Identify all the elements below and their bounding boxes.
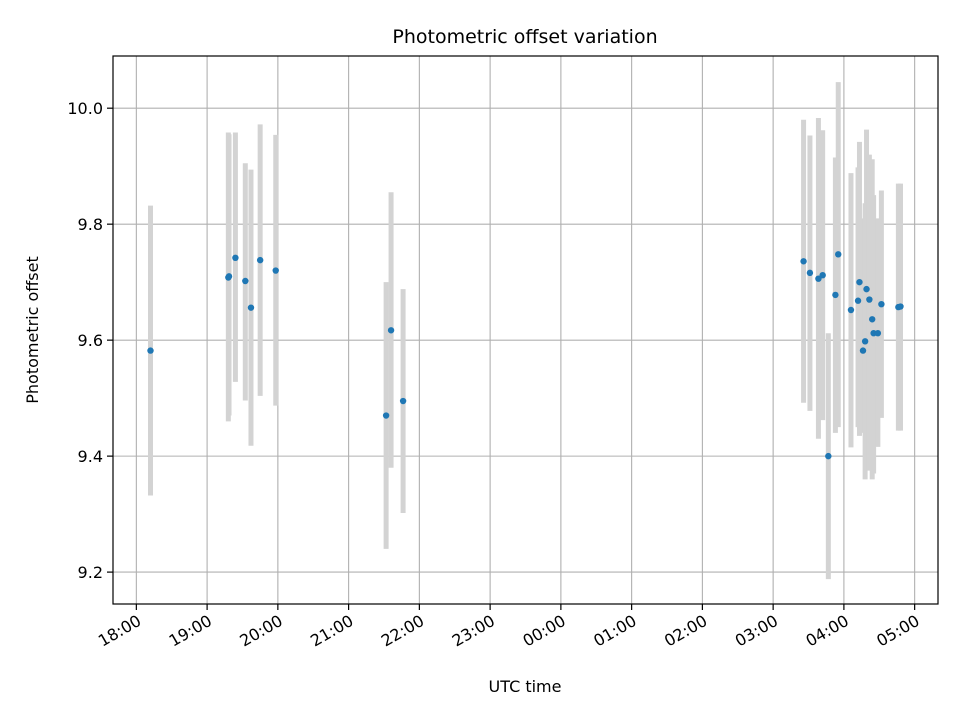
- y-axis-ticks: 9.2 9.4 9.6 9.8 10.0: [67, 99, 113, 582]
- data-point-8: [382, 412, 390, 419]
- data-point-23: [863, 285, 870, 293]
- y-tick-label-3: 9.8: [78, 215, 103, 234]
- data-point-20: [856, 278, 863, 286]
- data-point-15: [825, 452, 832, 460]
- data-point-27: [874, 329, 882, 337]
- data-point-21: [859, 347, 867, 354]
- data-point-30: [897, 303, 904, 310]
- data-point-11: [800, 258, 807, 265]
- y-axis-label: Photometric offset: [23, 256, 42, 404]
- data-point-17: [835, 251, 842, 258]
- data-point-25: [868, 316, 876, 323]
- plot-frame: [112, 55, 939, 605]
- data-point-5: [247, 304, 255, 311]
- data-point-4: [242, 277, 249, 285]
- data-point-6: [256, 256, 264, 264]
- chart-title: Photometric offset variation: [392, 26, 657, 48]
- data-point-22: [861, 338, 869, 345]
- y-tick-label-1: 9.4: [78, 447, 103, 466]
- data-point-3: [232, 254, 239, 262]
- data-point-12: [806, 269, 814, 277]
- data-point-18: [847, 306, 855, 314]
- data-point-28: [878, 300, 885, 308]
- y-tick-label-0: 9.2: [78, 563, 103, 582]
- data-point-10: [399, 397, 407, 405]
- x-axis-label: UTC time: [489, 677, 562, 696]
- data-point-16: [832, 291, 839, 299]
- data-point-13: [815, 275, 822, 282]
- y-tick-label-4: 10.0: [67, 99, 103, 118]
- data-point-2: [225, 273, 233, 280]
- y-tick-label-2: 9.6: [78, 331, 103, 350]
- data-point-9: [387, 327, 395, 334]
- data-point-19: [854, 297, 862, 304]
- data-point-14: [819, 272, 826, 279]
- data-point-0: [147, 347, 154, 354]
- data-points: [147, 251, 904, 460]
- data-point-24: [866, 296, 873, 303]
- data-point-7: [272, 267, 279, 274]
